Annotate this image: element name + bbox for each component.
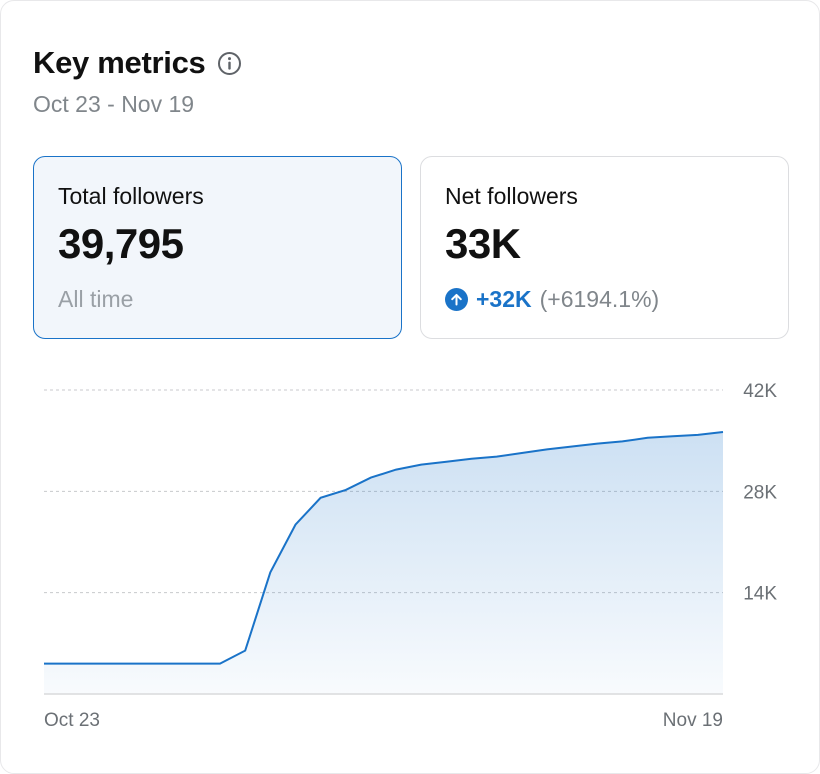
series-line — [44, 431, 724, 665]
y-tick-label: 28K — [743, 482, 777, 503]
data-point[interactable] — [115, 660, 123, 668]
data-point[interactable] — [618, 437, 626, 445]
data-point[interactable] — [644, 434, 652, 442]
data-point[interactable] — [141, 660, 149, 668]
arrow-up-circle-icon — [445, 288, 468, 311]
data-point[interactable] — [493, 453, 501, 461]
total-followers-card[interactable]: Total followers 39,795 All time — [33, 156, 402, 339]
data-point[interactable] — [166, 660, 174, 668]
data-point[interactable] — [719, 428, 727, 436]
data-point[interactable] — [40, 660, 48, 668]
header: Key metrics — [33, 45, 242, 81]
data-point[interactable] — [191, 660, 199, 668]
date-range: Oct 23 - Nov 19 — [33, 91, 195, 117]
net-followers-change-value: +32K — [476, 286, 532, 312]
x-tick-label: Oct 23 — [44, 710, 100, 731]
net-followers-label: Net followers — [445, 183, 578, 209]
y-tick-label: 14K — [743, 584, 777, 605]
data-point[interactable] — [593, 440, 601, 448]
data-point[interactable] — [367, 474, 375, 482]
data-point[interactable] — [342, 486, 350, 494]
data-point[interactable] — [65, 660, 73, 668]
page-title: Key metrics — [33, 45, 206, 80]
data-point[interactable] — [317, 494, 325, 502]
data-point[interactable] — [241, 647, 249, 655]
data-point[interactable] — [266, 568, 274, 576]
net-followers-change-percent: (+6194.1%) — [539, 286, 660, 312]
series-area — [44, 432, 723, 694]
data-point[interactable] — [669, 432, 677, 440]
total-followers-period: All time — [58, 286, 134, 312]
data-point[interactable] — [392, 466, 400, 474]
data-point[interactable] — [468, 455, 476, 463]
data-point[interactable] — [417, 461, 425, 469]
x-tick-label: Nov 19 — [663, 710, 723, 731]
data-point[interactable] — [90, 660, 98, 668]
data-point[interactable] — [543, 445, 551, 453]
info-icon[interactable] — [217, 51, 242, 76]
data-point[interactable] — [442, 458, 450, 466]
followers-area-chart: 14K 28K 42K Oct 23 Nov 19 — [40, 381, 777, 731]
y-tick-label: 42K — [743, 381, 777, 402]
total-followers-value: 39,795 — [58, 220, 184, 267]
net-followers-value: 33K — [445, 220, 521, 267]
data-point[interactable] — [291, 521, 299, 529]
data-point[interactable] — [568, 442, 576, 450]
data-point[interactable] — [518, 449, 526, 457]
net-followers-card[interactable]: Net followers 33K +32K (+6194.1%) — [420, 156, 789, 339]
total-followers-label: Total followers — [58, 183, 204, 209]
data-point[interactable] — [216, 660, 224, 668]
data-point[interactable] — [694, 431, 702, 439]
net-followers-change: +32K (+6194.1%) — [445, 286, 764, 313]
